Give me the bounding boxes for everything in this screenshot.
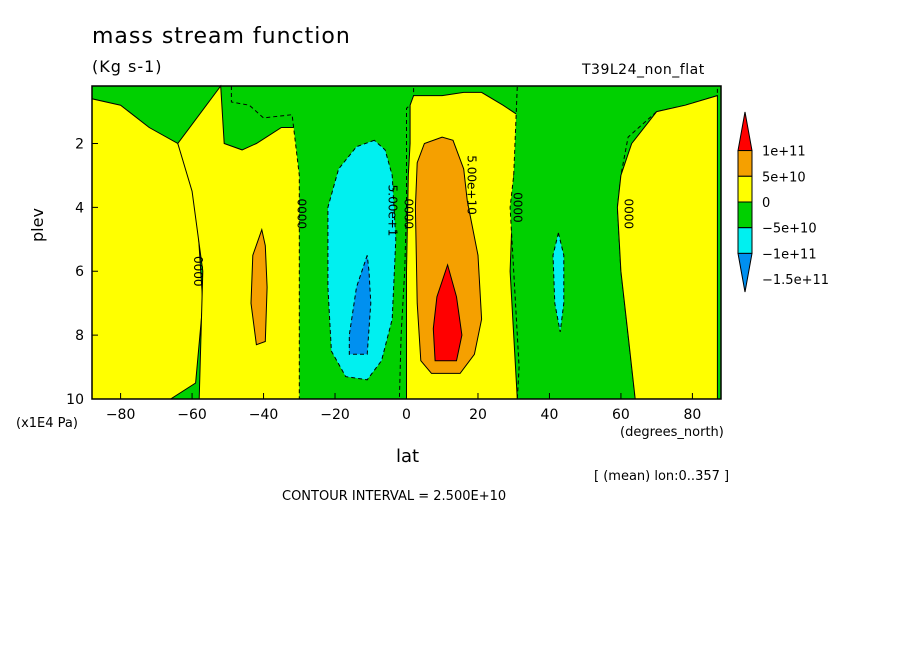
- colorbar: 1e+11 5e+10 0 −5e+10 −1e+11 −1.5e+11: [737, 111, 829, 293]
- contour-region-4: [327, 139, 397, 381]
- colorbar-label: −5e+10: [762, 222, 817, 237]
- x-axis-ticks: −80 −60 −40 −20 0 20 40 60 80: [106, 393, 701, 423]
- contour-region-5: [348, 255, 372, 355]
- y-tick-label: 2: [75, 136, 84, 152]
- contour-label: 5.00e+10: [464, 155, 478, 214]
- x-tick-label: −40: [249, 407, 279, 423]
- colorbar-label: −1e+11: [762, 247, 817, 262]
- y-axis-ticks: 2 4 6 8 10: [66, 136, 98, 408]
- x-tick-label: −20: [320, 407, 350, 423]
- colorbar-swatch: [737, 175, 753, 203]
- colorbar-swatch: [737, 252, 753, 293]
- x-tick-label: 60: [612, 407, 630, 423]
- experiment-name: T39L24_non_flat: [582, 62, 705, 78]
- x-tick-label: 20: [469, 407, 487, 423]
- x-tick-label: 0: [402, 407, 411, 423]
- contour-label: 0000: [622, 198, 636, 229]
- contour-regions: [91, 84, 718, 400]
- contour-label: 0000: [511, 192, 525, 223]
- y-axis-unit: (x1E4 Pa): [16, 416, 78, 431]
- colorbar-label: 5e+10: [762, 170, 806, 185]
- y-tick-label: 10: [66, 392, 84, 408]
- y-tick-label: 6: [75, 264, 84, 280]
- contour-label: 0000: [294, 198, 308, 229]
- colorbar-label: 0: [762, 196, 770, 211]
- colorbar-swatch: [737, 111, 753, 152]
- colorbar-label: 1e+11: [762, 145, 806, 160]
- y-tick-label: 8: [75, 328, 84, 344]
- contour-region-7: [414, 136, 483, 374]
- colorbar-label: −1.5e+11: [762, 273, 829, 288]
- contour-region-2: [250, 227, 268, 346]
- chart-title: mass stream function: [92, 24, 351, 49]
- contour-region-10: [552, 232, 565, 332]
- x-axis-label: lat: [396, 446, 420, 467]
- x-tick-label: 40: [541, 407, 559, 423]
- contour-label: 5.00e+1: [386, 185, 400, 237]
- contour-region-8: [432, 263, 463, 362]
- contour-interval: CONTOUR INTERVAL = 2.500E+10: [282, 489, 507, 504]
- contour-label: 0000: [191, 256, 205, 287]
- contour-label: 0000: [402, 198, 416, 229]
- x-axis-unit: (degrees_north): [620, 425, 724, 440]
- mean-note: [ (mean) lon:0..357 ]: [594, 469, 730, 484]
- x-tick-label: −60: [177, 407, 207, 423]
- y-tick-label: 4: [75, 200, 84, 216]
- x-tick-label: −80: [106, 407, 136, 423]
- colorbar-swatch: [737, 227, 753, 254]
- chart-units: (Kg s-1): [92, 57, 163, 76]
- x-tick-label: 80: [683, 407, 701, 423]
- colorbar-swatch: [737, 201, 753, 229]
- colorbar-swatch: [737, 150, 753, 177]
